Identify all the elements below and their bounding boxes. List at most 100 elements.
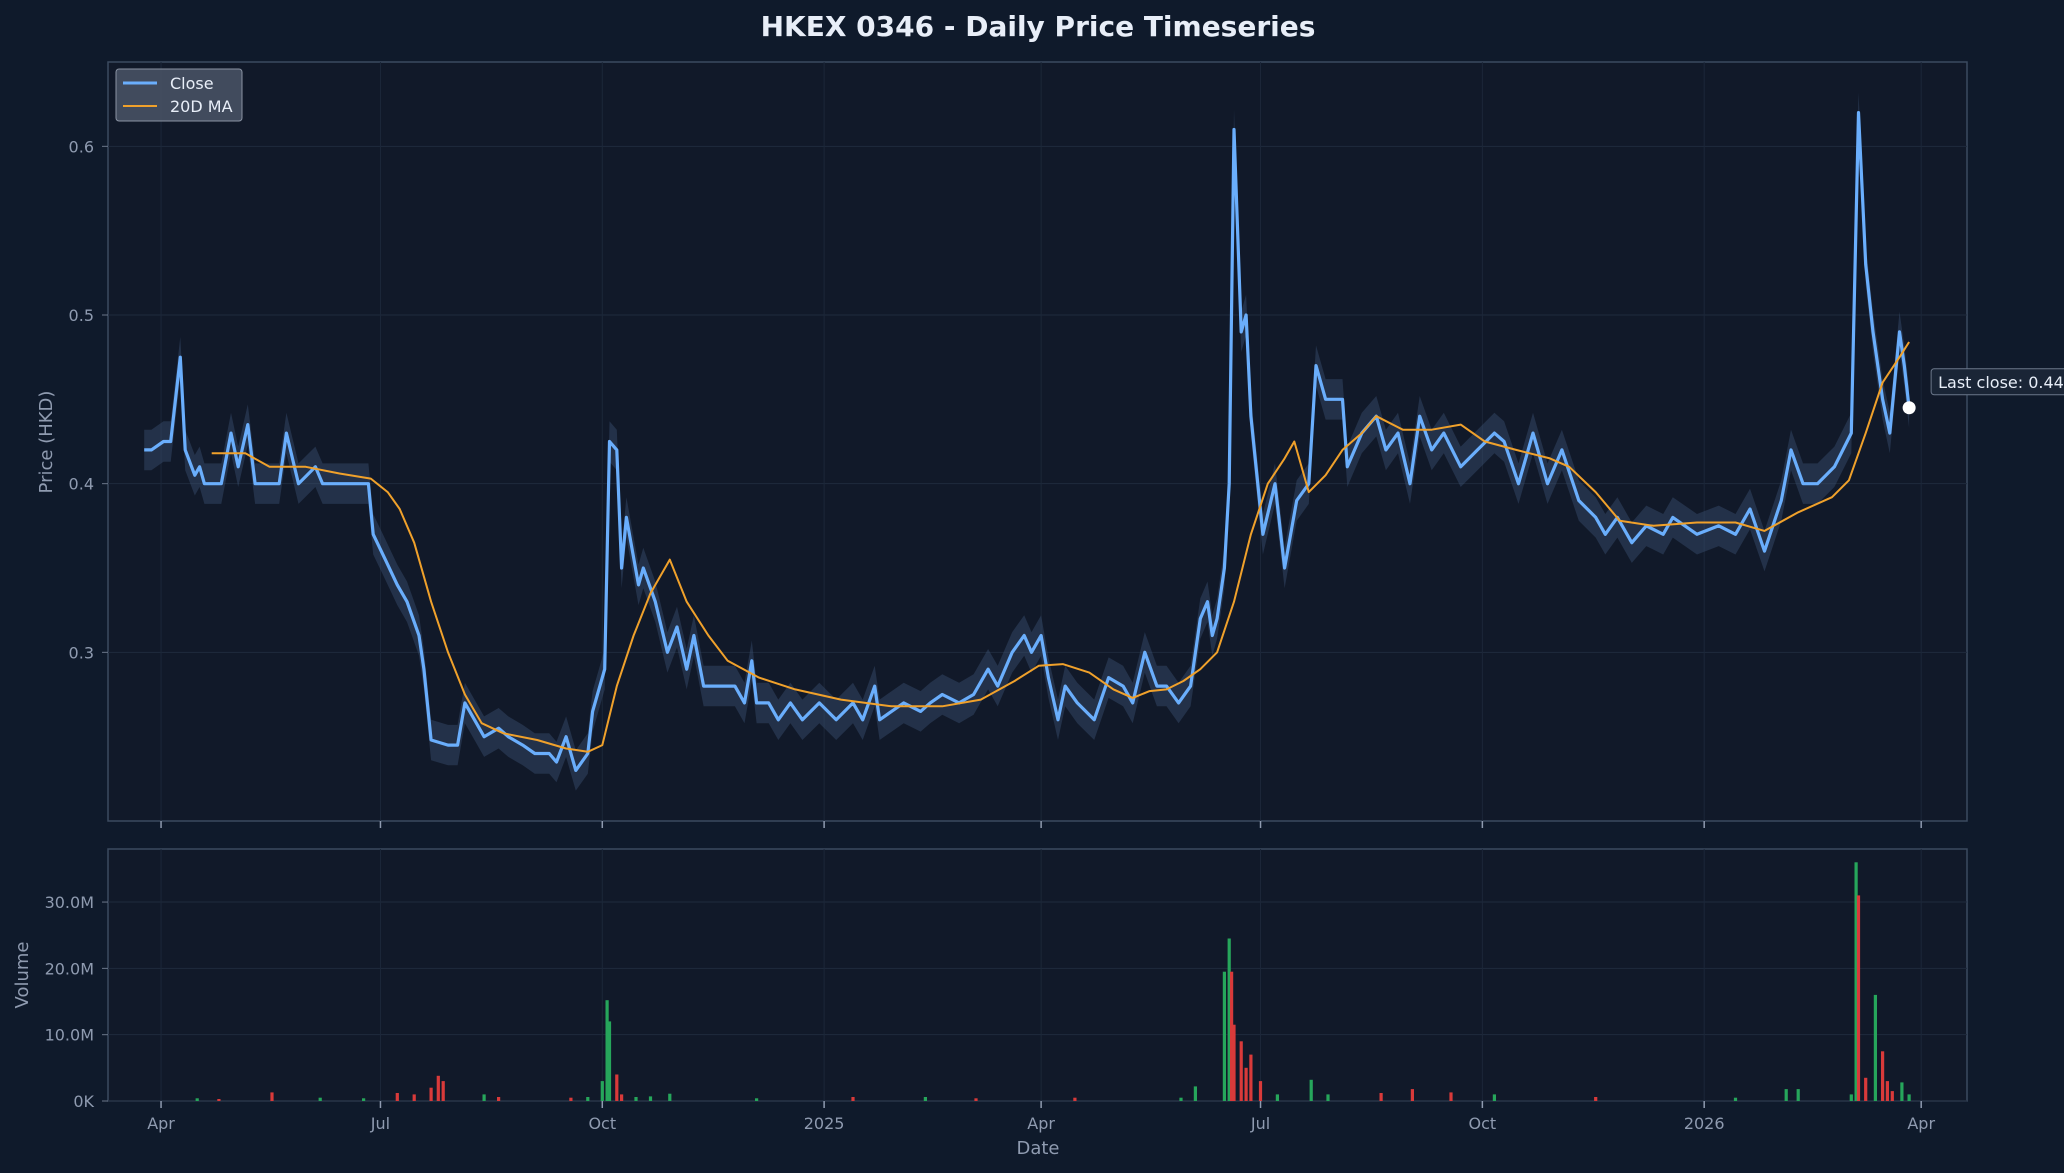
legend: Close 20D MA bbox=[115, 68, 243, 122]
volume-bar bbox=[569, 1097, 573, 1101]
volume-bar bbox=[1275, 1094, 1279, 1101]
volume-x-gridlines bbox=[160, 849, 1922, 1101]
volume-bar bbox=[755, 1098, 759, 1101]
volume-y-axis-label: Volume bbox=[12, 942, 33, 1009]
volume-bar bbox=[605, 1000, 609, 1101]
x-tick-label: Apr bbox=[1907, 1114, 1935, 1133]
volume-bar bbox=[586, 1097, 590, 1101]
x-tick-label: Apr bbox=[147, 1114, 175, 1133]
volume-y-tick-label: 0K bbox=[73, 1092, 94, 1111]
volume-bar bbox=[1907, 1094, 1911, 1101]
price-y-tick-label: 0.3 bbox=[69, 643, 94, 662]
volume-bar bbox=[1449, 1092, 1453, 1101]
volume-bar bbox=[1227, 938, 1231, 1101]
volume-bar bbox=[668, 1093, 672, 1101]
last-close-marker bbox=[1902, 401, 1916, 415]
volume-bar bbox=[634, 1097, 638, 1101]
volume-bar bbox=[600, 1081, 604, 1101]
price-y-tick-label: 0.4 bbox=[69, 475, 94, 494]
volume-bar bbox=[1326, 1094, 1330, 1101]
volume-bar bbox=[1873, 994, 1877, 1101]
volume-y-tick-label: 30.0M bbox=[45, 893, 94, 912]
volume-bar bbox=[615, 1074, 619, 1101]
volume-bar bbox=[1258, 1081, 1263, 1101]
volume-bar bbox=[1179, 1097, 1183, 1101]
price-y-tick-label: 0.5 bbox=[69, 306, 94, 325]
volume-bar bbox=[436, 1075, 440, 1101]
volume-bar bbox=[1249, 1054, 1253, 1101]
price-y-tick-label: 0.6 bbox=[69, 137, 94, 156]
volume-y-ticks: 0K 10.0M 20.0M 30.0M bbox=[45, 893, 108, 1111]
volume-plot-area bbox=[107, 848, 1968, 1102]
volume-bar bbox=[648, 1096, 653, 1101]
volume-bar bbox=[1410, 1089, 1414, 1101]
volume-bar bbox=[1849, 1094, 1853, 1101]
volume-bar bbox=[974, 1098, 978, 1101]
volume-bar bbox=[851, 1097, 855, 1101]
volume-bar bbox=[1885, 1081, 1889, 1101]
volume-bar bbox=[1881, 1051, 1885, 1101]
x-tick-label: Apr bbox=[1027, 1114, 1055, 1133]
volume-bar bbox=[1733, 1097, 1738, 1101]
volume-bar bbox=[412, 1094, 416, 1101]
price-x-gridlines bbox=[160, 62, 1922, 821]
volume-bar bbox=[217, 1099, 221, 1101]
volume-y-tick-label: 20.0M bbox=[45, 959, 94, 978]
volume-bars bbox=[195, 862, 1911, 1101]
volume-gridlines bbox=[108, 901, 1967, 1102]
volume-bar bbox=[1230, 971, 1234, 1101]
volume-bar bbox=[1193, 1086, 1197, 1101]
x-tick-label: Jul bbox=[370, 1114, 390, 1133]
x-tick-label: Oct bbox=[1469, 1114, 1497, 1133]
volume-bar bbox=[1594, 1097, 1598, 1101]
volume-bar bbox=[1864, 1077, 1868, 1101]
x-tick-label: Jul bbox=[1250, 1114, 1270, 1133]
last-close-annotation-text: Last close: 0.445 bbox=[1938, 373, 2064, 392]
volume-bar bbox=[1222, 971, 1226, 1101]
volume-bar bbox=[362, 1098, 366, 1101]
price-plot-area bbox=[107, 61, 1968, 822]
chart-title: HKEX 0346 - Daily Price Timeseries bbox=[761, 10, 1316, 43]
price-y-ticks: 0.3 0.4 0.5 0.6 bbox=[69, 137, 108, 662]
volume-bar bbox=[1492, 1094, 1496, 1101]
volume-bar bbox=[607, 1021, 612, 1101]
volume-bar bbox=[923, 1097, 927, 1101]
volume-bar bbox=[1244, 1067, 1248, 1101]
legend-close-label: Close bbox=[170, 74, 214, 93]
volume-bar bbox=[1379, 1093, 1383, 1101]
volume-bar bbox=[395, 1093, 399, 1101]
volume-bar bbox=[1239, 1041, 1243, 1101]
volume-bar bbox=[1309, 1079, 1313, 1101]
price-gridlines bbox=[108, 145, 1967, 653]
volume-bar bbox=[1796, 1089, 1800, 1101]
volume-bar bbox=[1890, 1091, 1894, 1101]
x-tick-label: Oct bbox=[588, 1114, 616, 1133]
ma20-series-line bbox=[211, 341, 1910, 753]
price-y-axis-label: Price (HKD) bbox=[36, 391, 57, 494]
x-axis-ticks: Apr Jul Oct 2025 Apr Jul Oct 2026 Apr bbox=[147, 821, 1935, 1133]
last-close-annotation: Last close: 0.445 bbox=[1930, 368, 2064, 396]
volume-bar bbox=[1232, 1024, 1236, 1101]
volume-bar bbox=[318, 1097, 322, 1101]
volume-bar bbox=[1900, 1082, 1904, 1101]
volume-bar bbox=[1856, 895, 1861, 1101]
price-range-band bbox=[144, 92, 1910, 791]
x-axis-label: Date bbox=[1016, 1138, 1059, 1159]
volume-bar bbox=[1854, 862, 1858, 1101]
x-tick-label: 2025 bbox=[804, 1114, 845, 1133]
volume-bar bbox=[1073, 1097, 1077, 1101]
volume-bar bbox=[195, 1098, 199, 1101]
legend-ma-label: 20D MA bbox=[170, 97, 233, 116]
volume-bar bbox=[270, 1092, 274, 1101]
volume-bar bbox=[482, 1094, 486, 1101]
volume-bar bbox=[1784, 1089, 1788, 1101]
last-close-annotation-box bbox=[1930, 368, 2064, 396]
x-tick-label: 2026 bbox=[1684, 1114, 1725, 1133]
volume-bar bbox=[441, 1081, 445, 1101]
volume-bar bbox=[429, 1087, 433, 1101]
close-series-line bbox=[144, 111, 1911, 772]
volume-y-tick-label: 10.0M bbox=[45, 1026, 94, 1045]
volume-bar bbox=[497, 1097, 501, 1101]
